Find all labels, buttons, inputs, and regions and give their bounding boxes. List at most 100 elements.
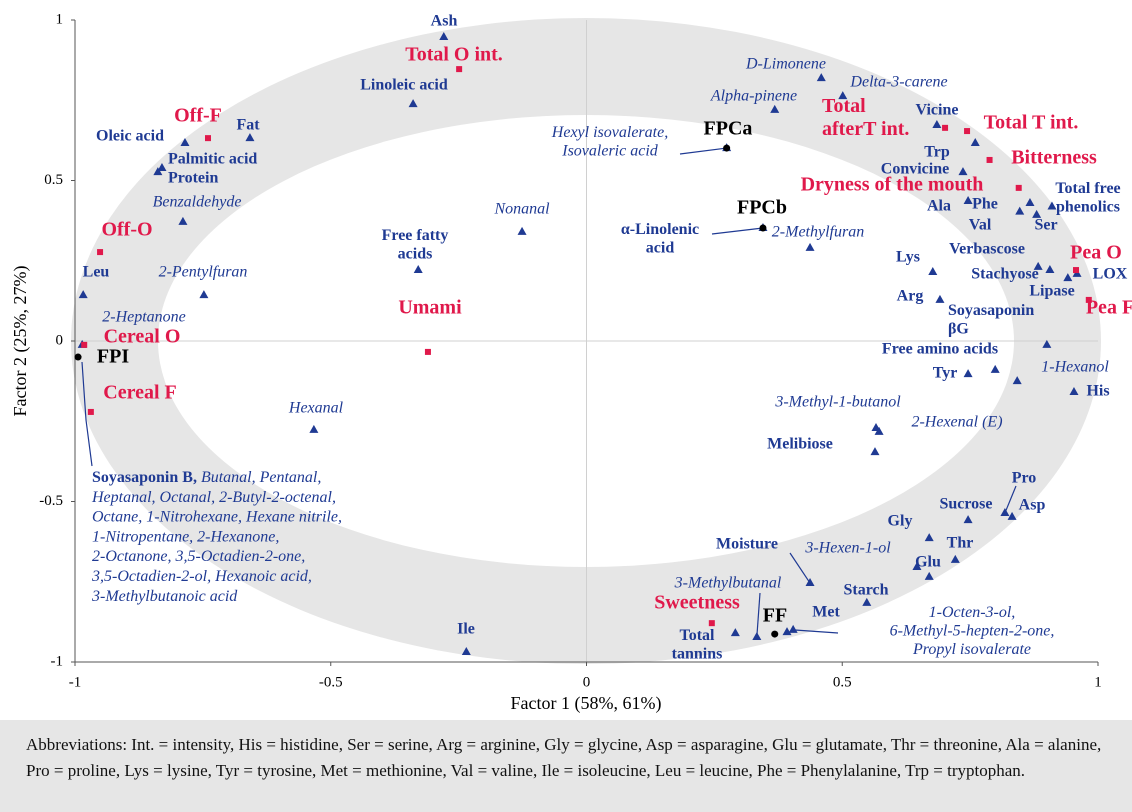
point-label: Nonanal xyxy=(493,201,550,218)
x-tick-label: -1 xyxy=(69,674,82,690)
point xyxy=(1085,296,1092,303)
point xyxy=(1007,511,1017,520)
point-label-line: afterT int. xyxy=(822,118,909,140)
point xyxy=(770,104,780,113)
point xyxy=(723,144,731,152)
y-tick-label: -0.5 xyxy=(39,493,63,509)
point-label-line: Total xyxy=(680,627,716,644)
point-label: Sweetness xyxy=(654,592,740,614)
point-label: Delta-3-carene xyxy=(849,74,947,91)
point-label: Arg xyxy=(897,288,924,305)
point-label: Cereal O xyxy=(104,326,181,348)
chart: Factor 1 (58%, 61%) Factor 2 (25%, 27%) … xyxy=(10,11,1132,714)
point-label: Total T int. xyxy=(984,112,1079,134)
point-label: Off-F xyxy=(174,105,222,127)
leader-line xyxy=(789,552,811,584)
point xyxy=(1000,508,1010,517)
leader-line xyxy=(679,147,727,155)
note-line: Heptanal, Octanal, 2-Butyl-2-octenal, xyxy=(91,488,336,505)
x-tick-label: 0.5 xyxy=(833,674,852,690)
point xyxy=(963,515,973,524)
point xyxy=(924,533,934,542)
point-label-line: acid xyxy=(646,239,675,256)
point xyxy=(245,133,255,142)
point-label: Oleic acid xyxy=(96,128,164,145)
point-label: Benzaldehyde xyxy=(153,194,242,211)
point xyxy=(413,265,423,274)
point-label: Convicine xyxy=(881,161,949,178)
point xyxy=(986,156,993,163)
point xyxy=(838,91,848,100)
point xyxy=(1069,387,1079,396)
point xyxy=(816,73,826,82)
point-label: Ash xyxy=(431,13,458,30)
point-label: Thr xyxy=(947,535,974,552)
leader-line xyxy=(793,629,839,634)
point-label: Cereal F xyxy=(103,382,177,404)
point-label: Ala xyxy=(927,198,951,215)
point-label: Stachyose xyxy=(971,266,1039,283)
point-label: Verbascose xyxy=(949,241,1025,258)
point-label: Free amino acids xyxy=(882,341,998,358)
point xyxy=(924,571,934,580)
point xyxy=(862,597,872,606)
point xyxy=(204,135,211,142)
point-label-line: Propyl isovalerate xyxy=(912,640,1031,657)
point-label: Glu xyxy=(915,554,941,571)
point xyxy=(1033,261,1043,270)
point-label-line: Hexyl isovalerate, xyxy=(551,124,668,141)
point-label: Total free phenolics xyxy=(1055,180,1120,215)
point xyxy=(517,226,527,235)
point-label: 2-Methylfuran xyxy=(772,224,864,241)
point xyxy=(1047,201,1057,210)
point xyxy=(759,224,767,232)
point-label: Lipase xyxy=(1029,283,1074,300)
note-lead: Soyasaponin B, xyxy=(92,469,197,486)
point-label: 3-Methylbutanal xyxy=(674,575,782,592)
point-label: LOX xyxy=(1093,266,1128,283)
point xyxy=(950,554,960,563)
point-label-line: acids xyxy=(398,245,433,262)
point-label: FF xyxy=(763,605,787,627)
point-label-line: Total free xyxy=(1055,180,1120,197)
point-label: Palmitic acid xyxy=(168,151,257,168)
point-label: Bitterness xyxy=(1011,147,1097,169)
point xyxy=(178,216,188,225)
point-label: 1-Octen-3-ol, 6-Methyl-5-hepten-2-one, Pro… xyxy=(890,604,1055,658)
point-label: Melibiose xyxy=(767,436,833,453)
point-label: Protein xyxy=(168,170,218,187)
point-label: Val xyxy=(969,217,992,234)
point xyxy=(970,137,980,146)
note-line: 3-Methylbutanoic acid xyxy=(91,587,238,604)
leader-line xyxy=(711,227,764,235)
point-label-line: Isovaleric acid xyxy=(561,142,659,159)
y-tick-label: 0 xyxy=(56,332,64,348)
footnote: Abbreviations: Int. = intensity, His = h… xyxy=(0,720,1132,812)
leader-line xyxy=(1004,485,1017,514)
point-label: Dryness of the mouth xyxy=(801,174,984,196)
point-label: Ile xyxy=(457,621,475,638)
point-label: Phe xyxy=(972,196,998,213)
point xyxy=(461,647,471,656)
point-label: 1-Hexanol xyxy=(1041,359,1109,376)
point-label-line: α-Linolenic xyxy=(621,221,699,238)
point-label: Pea O xyxy=(1070,242,1122,264)
point-label: Total O int. xyxy=(405,44,503,66)
point-label: Free fatty acids xyxy=(382,227,449,262)
y-tick-label: 1 xyxy=(56,11,64,27)
note-line: Butanal, Pentanal, xyxy=(201,469,321,486)
point-label: Lys xyxy=(896,249,920,266)
point xyxy=(424,348,431,355)
point-label-line: 6-Methyl-5-hepten-2-one, xyxy=(890,622,1055,639)
point-label-line: 1-Octen-3-ol, xyxy=(929,604,1016,621)
point-label: Umami xyxy=(398,297,462,319)
point-label: 3-Hexen-1-ol xyxy=(804,540,891,557)
point xyxy=(74,353,82,361)
point-label: Pro xyxy=(1012,470,1037,487)
x-axis-label: Factor 1 (58%, 61%) xyxy=(511,693,662,714)
point-label: Vicine xyxy=(916,102,959,119)
point-label: FPCb xyxy=(737,197,787,219)
point-label: Starch xyxy=(843,582,888,599)
point xyxy=(708,620,715,627)
